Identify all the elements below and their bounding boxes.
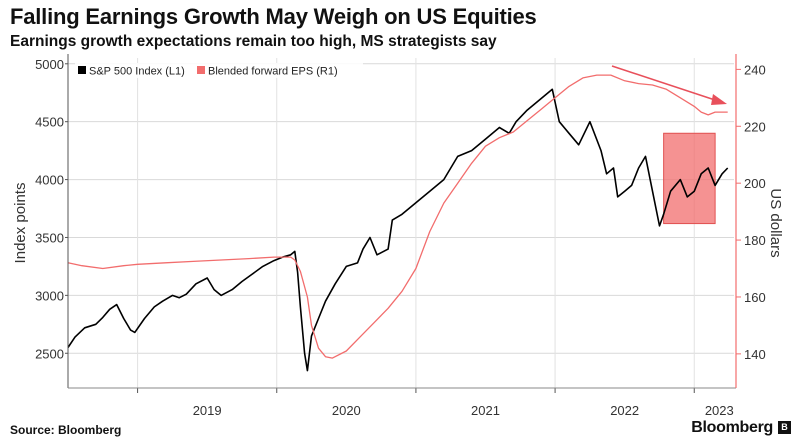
y-right-tick-label: 180 <box>744 233 766 248</box>
series-line-sp500 <box>67 88 729 372</box>
brand-logo-text: Bloomberg <box>691 419 773 436</box>
trend-arrow-shaft <box>611 65 719 102</box>
series-line-forward-eps <box>67 74 728 359</box>
tick-labels-layer: 2500 3000 3500 4000 4500 5000 140 160 180 200 220 2… <box>12 57 784 418</box>
x-tick-label: 2023 <box>705 403 734 418</box>
y-left-tick-label: 2500 <box>35 346 64 361</box>
x-tick-label: 2021 <box>471 403 500 418</box>
legend-label-sp500: S&P 500 Index (L1) <box>89 66 185 78</box>
y-left-tick-label: 3000 <box>35 288 64 303</box>
y-right-tick-label: 140 <box>744 347 766 362</box>
y-right-tick-label: 220 <box>744 119 766 134</box>
highlight-box-layer <box>663 132 716 225</box>
y-left-tick-label: 3500 <box>35 230 64 245</box>
y-right-tick-label: 240 <box>744 62 766 77</box>
y-left-axis-label: Index points <box>12 183 29 264</box>
trend-arrow-head <box>711 94 727 105</box>
gridlines <box>68 58 734 388</box>
series-layer <box>67 74 729 372</box>
legend-swatch-forward-eps <box>197 66 205 74</box>
x-tick-label: 2020 <box>332 403 361 418</box>
y-right-axis-label: US dollars <box>767 188 784 257</box>
y-right-tick-label: 160 <box>744 290 766 305</box>
axes-layer <box>65 54 741 393</box>
annotation-layer <box>611 65 727 105</box>
y-left-tick-label: 4000 <box>35 173 64 188</box>
highlight-box <box>663 132 716 225</box>
y-right-tick-label: 200 <box>744 176 766 191</box>
legend: S&P 500 Index (L1) Blended forward EPS (R… <box>75 63 363 78</box>
x-tick-label: 2019 <box>193 403 222 418</box>
x-tick-label: 2022 <box>610 403 639 418</box>
legend-swatch-sp500 <box>78 66 86 74</box>
legend-label-forward-eps: Blended forward EPS (R1) <box>208 66 338 78</box>
y-left-tick-label: 4500 <box>35 115 64 130</box>
y-left-tick-label: 5000 <box>35 57 64 72</box>
chart-title: Falling Earnings Growth May Weigh on US … <box>10 4 537 29</box>
source-note: Source: Bloomberg <box>10 423 122 437</box>
bloomberg-icon: B <box>778 421 791 434</box>
legend-background <box>75 63 363 78</box>
chart-subtitle: Earnings growth expectations remain too … <box>10 33 497 50</box>
